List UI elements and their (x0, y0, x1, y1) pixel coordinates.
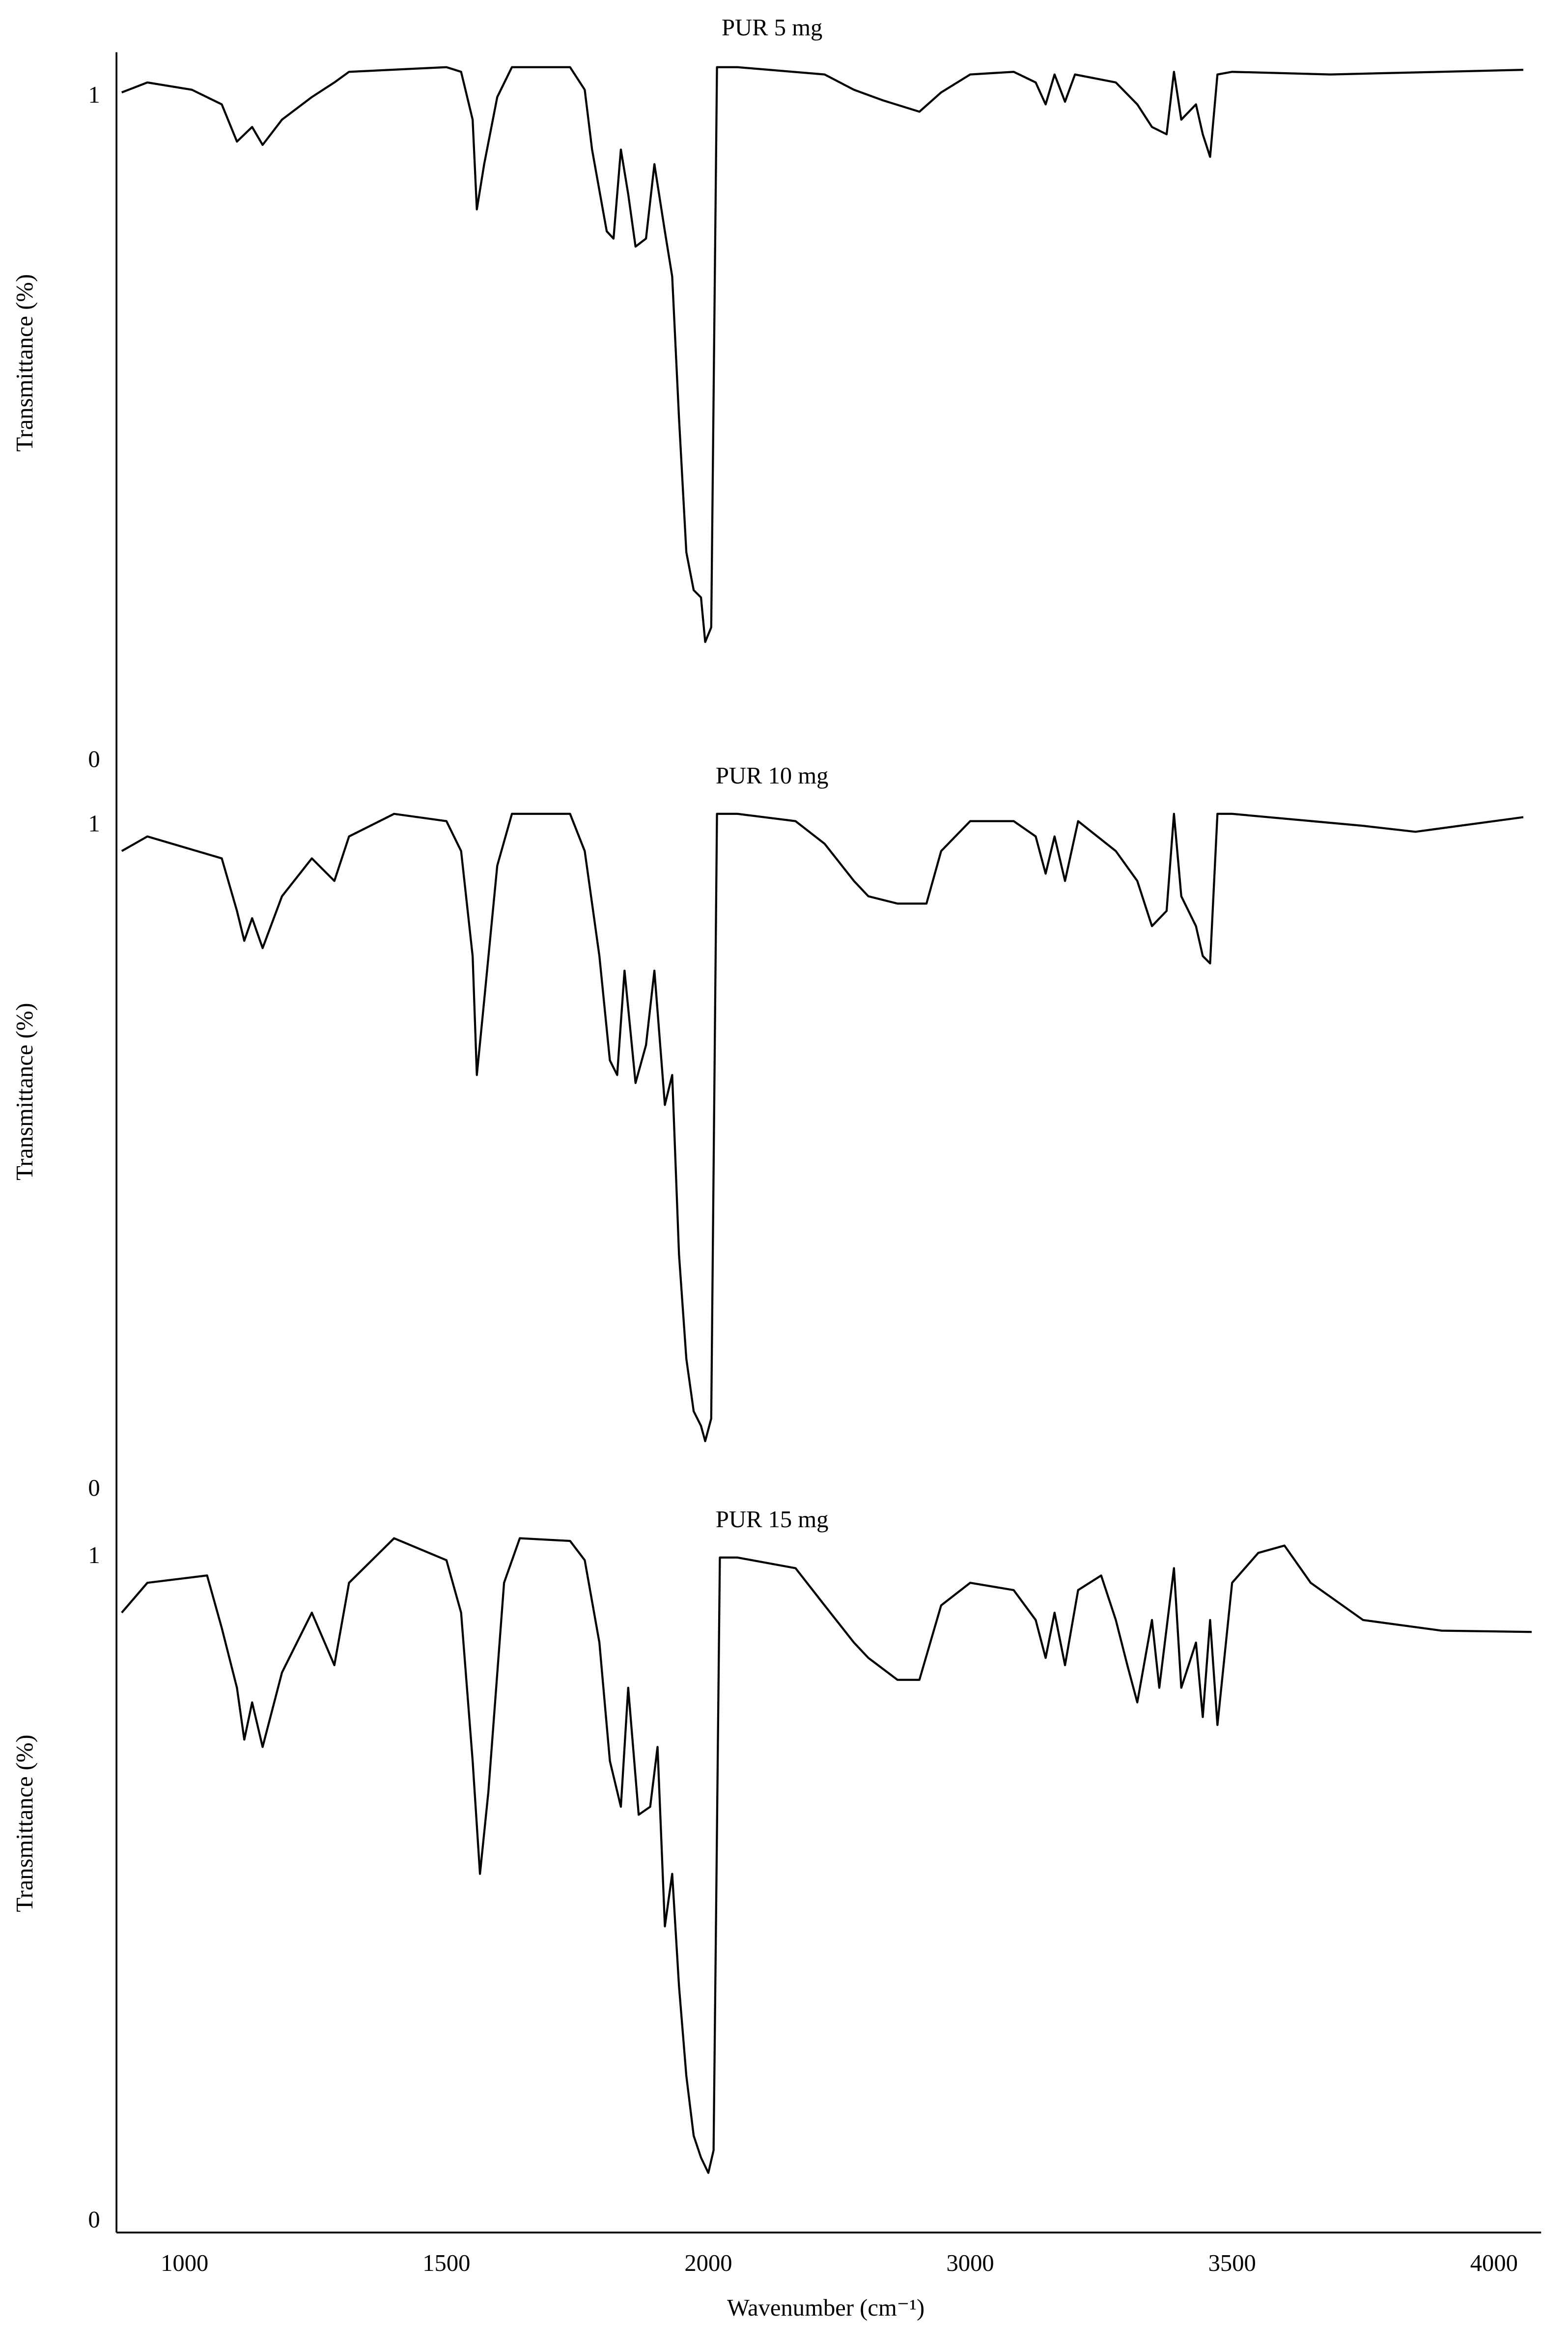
spectrum-line (121, 66, 1524, 643)
x-tick-label: 2000 (684, 2250, 732, 2276)
x-tick-label: 4000 (1470, 2250, 1518, 2276)
spectrum-line (121, 1537, 1532, 2174)
x-tick-label: 1000 (161, 2250, 208, 2276)
y-tick-label: 0 (88, 2207, 100, 2233)
y-axis-label: Transmittance (%) (11, 1734, 38, 1912)
x-tick-label: 3000 (946, 2250, 994, 2276)
y-tick-label: 0 (88, 746, 100, 773)
y-axis-label: Transmittance (%) (11, 274, 38, 451)
panel-title: PUR 10 mg (716, 762, 829, 789)
x-tick-label: 3500 (1208, 2250, 1256, 2276)
y-axis-label: Transmittance (%) (11, 1003, 38, 1180)
y-tick-label: 1 (88, 82, 100, 108)
y-tick-label: 1 (88, 810, 100, 837)
panel-title: PUR 15 mg (716, 1506, 829, 1533)
spectrum-line (121, 812, 1524, 1442)
panel-title: PUR 5 mg (722, 14, 822, 41)
x-tick-label: 1500 (422, 2250, 470, 2276)
x-axis-label: Wavenumber (cm⁻¹) (727, 2294, 924, 2321)
y-tick-label: 1 (88, 1542, 100, 1568)
y-tick-label: 0 (88, 1475, 100, 1501)
